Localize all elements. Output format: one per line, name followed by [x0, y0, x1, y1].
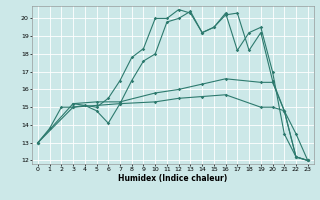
X-axis label: Humidex (Indice chaleur): Humidex (Indice chaleur) — [118, 174, 228, 183]
